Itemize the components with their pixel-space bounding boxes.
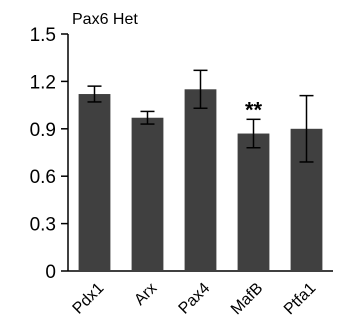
- chart-title: Pax6 Het: [72, 11, 138, 28]
- error-bars: [87, 69, 314, 163]
- annotations: **: [245, 97, 263, 122]
- significance-annotation: **: [245, 97, 263, 122]
- category-labels: Pdx1 Arx Pax4 MafB Ptfa1: [70, 280, 320, 319]
- y-ticks: 0 0.3 0.6 0.9 1.2 1.5: [30, 25, 68, 283]
- y-tick-label: 0.9: [30, 120, 56, 141]
- category-label-pdx1: Pdx1: [70, 280, 108, 318]
- category-label-mafb: MafB: [228, 280, 266, 318]
- y-tick-label: 1.5: [30, 25, 56, 46]
- bar-pdx1: [78, 94, 111, 271]
- category-label-arx: Arx: [131, 280, 160, 309]
- bar-arx: [131, 117, 164, 272]
- category-label-pax4: Pax4: [176, 280, 214, 318]
- bar-pax4: [184, 89, 217, 271]
- category-label-ptfa1: Ptfa1: [281, 280, 320, 319]
- y-tick-label: 1.2: [30, 72, 56, 93]
- y-tick-label: 0: [45, 262, 56, 283]
- y-tick-label: 0.6: [30, 167, 56, 188]
- bars: [78, 89, 323, 272]
- y-tick-label: 0.3: [30, 215, 56, 236]
- bar-mafb: [237, 133, 270, 271]
